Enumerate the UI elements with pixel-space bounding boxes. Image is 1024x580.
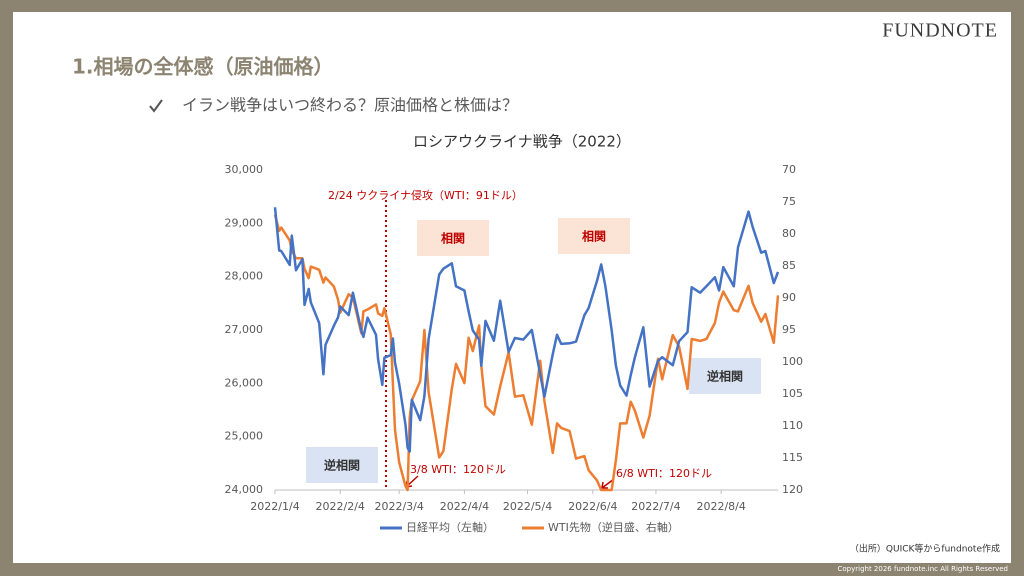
series-line xyxy=(273,207,780,453)
annotation-box xyxy=(417,220,489,256)
annotation-box xyxy=(306,447,378,483)
annotation: 相関 xyxy=(441,231,465,246)
y-tick-label: 26,000 xyxy=(225,376,264,389)
source-note: （出所）QUICK等からfundnote作成 xyxy=(850,543,1000,555)
y2-tick-label: 115 xyxy=(782,451,803,464)
y2-tick-label: 95 xyxy=(782,323,796,336)
legend-label: WTI先物（逆目盛、右軸） xyxy=(548,520,679,534)
y2-tick-label: 85 xyxy=(782,259,796,272)
annotation: 3/8 WTI：120ドル xyxy=(410,463,506,476)
y-tick-label: 25,000 xyxy=(225,430,264,443)
legend-label: 日経平均（左軸） xyxy=(406,520,494,534)
annotation: 6/8 WTI：120ドル xyxy=(616,467,712,480)
y-tick-label: 30,000 xyxy=(225,163,264,176)
chart-title: ロシアウクライナ戦争（2022） xyxy=(413,133,631,151)
y2-tick-label: 70 xyxy=(782,163,796,176)
annotation: 逆相関 xyxy=(707,369,743,384)
annotation-box xyxy=(689,358,761,394)
slide-subtitle: イラン戦争はいつ終わる？原油価格と株価は？ xyxy=(182,96,518,115)
y-tick-label: 27,000 xyxy=(225,323,264,336)
x-tick-label: 2022/4/4 xyxy=(440,500,489,513)
annotation: 2/24 ウクライナ侵攻（WTI：91ドル） xyxy=(328,188,523,202)
annotation: 逆相関 xyxy=(324,458,360,473)
y2-tick-label: 80 xyxy=(782,227,796,240)
slide-title: 1.相場の全体感（原油価格） xyxy=(72,55,334,79)
x-tick-label: 2022/3/4 xyxy=(374,500,423,513)
logo: FUNDNOTE xyxy=(882,20,998,42)
y-tick-label: 29,000 xyxy=(225,216,264,229)
x-tick-label: 2022/1/4 xyxy=(250,500,299,513)
slide-body xyxy=(13,12,1011,563)
x-tick-label: 2022/5/4 xyxy=(503,500,552,513)
x-tick-label: 2022/6/4 xyxy=(568,500,617,513)
y2-tick-label: 75 xyxy=(782,195,796,208)
y-tick-label: 24,000 xyxy=(225,483,264,496)
y2-tick-label: 90 xyxy=(782,291,796,304)
annotation: 相関 xyxy=(582,229,606,244)
y2-tick-label: 100 xyxy=(782,355,803,368)
x-tick-label: 2022/7/4 xyxy=(631,500,680,513)
y2-tick-label: 120 xyxy=(782,483,803,496)
annotation-box xyxy=(558,218,630,254)
y2-tick-label: 105 xyxy=(782,387,803,400)
x-tick-label: 2022/2/4 xyxy=(316,500,365,513)
x-tick-label: 2022/8/4 xyxy=(696,500,745,513)
check-icon xyxy=(149,99,163,113)
y2-tick-label: 110 xyxy=(782,419,803,432)
y-tick-label: 28,000 xyxy=(225,270,264,283)
copyright: Copyright 2026 fundnote.inc All Rights R… xyxy=(838,565,1009,573)
